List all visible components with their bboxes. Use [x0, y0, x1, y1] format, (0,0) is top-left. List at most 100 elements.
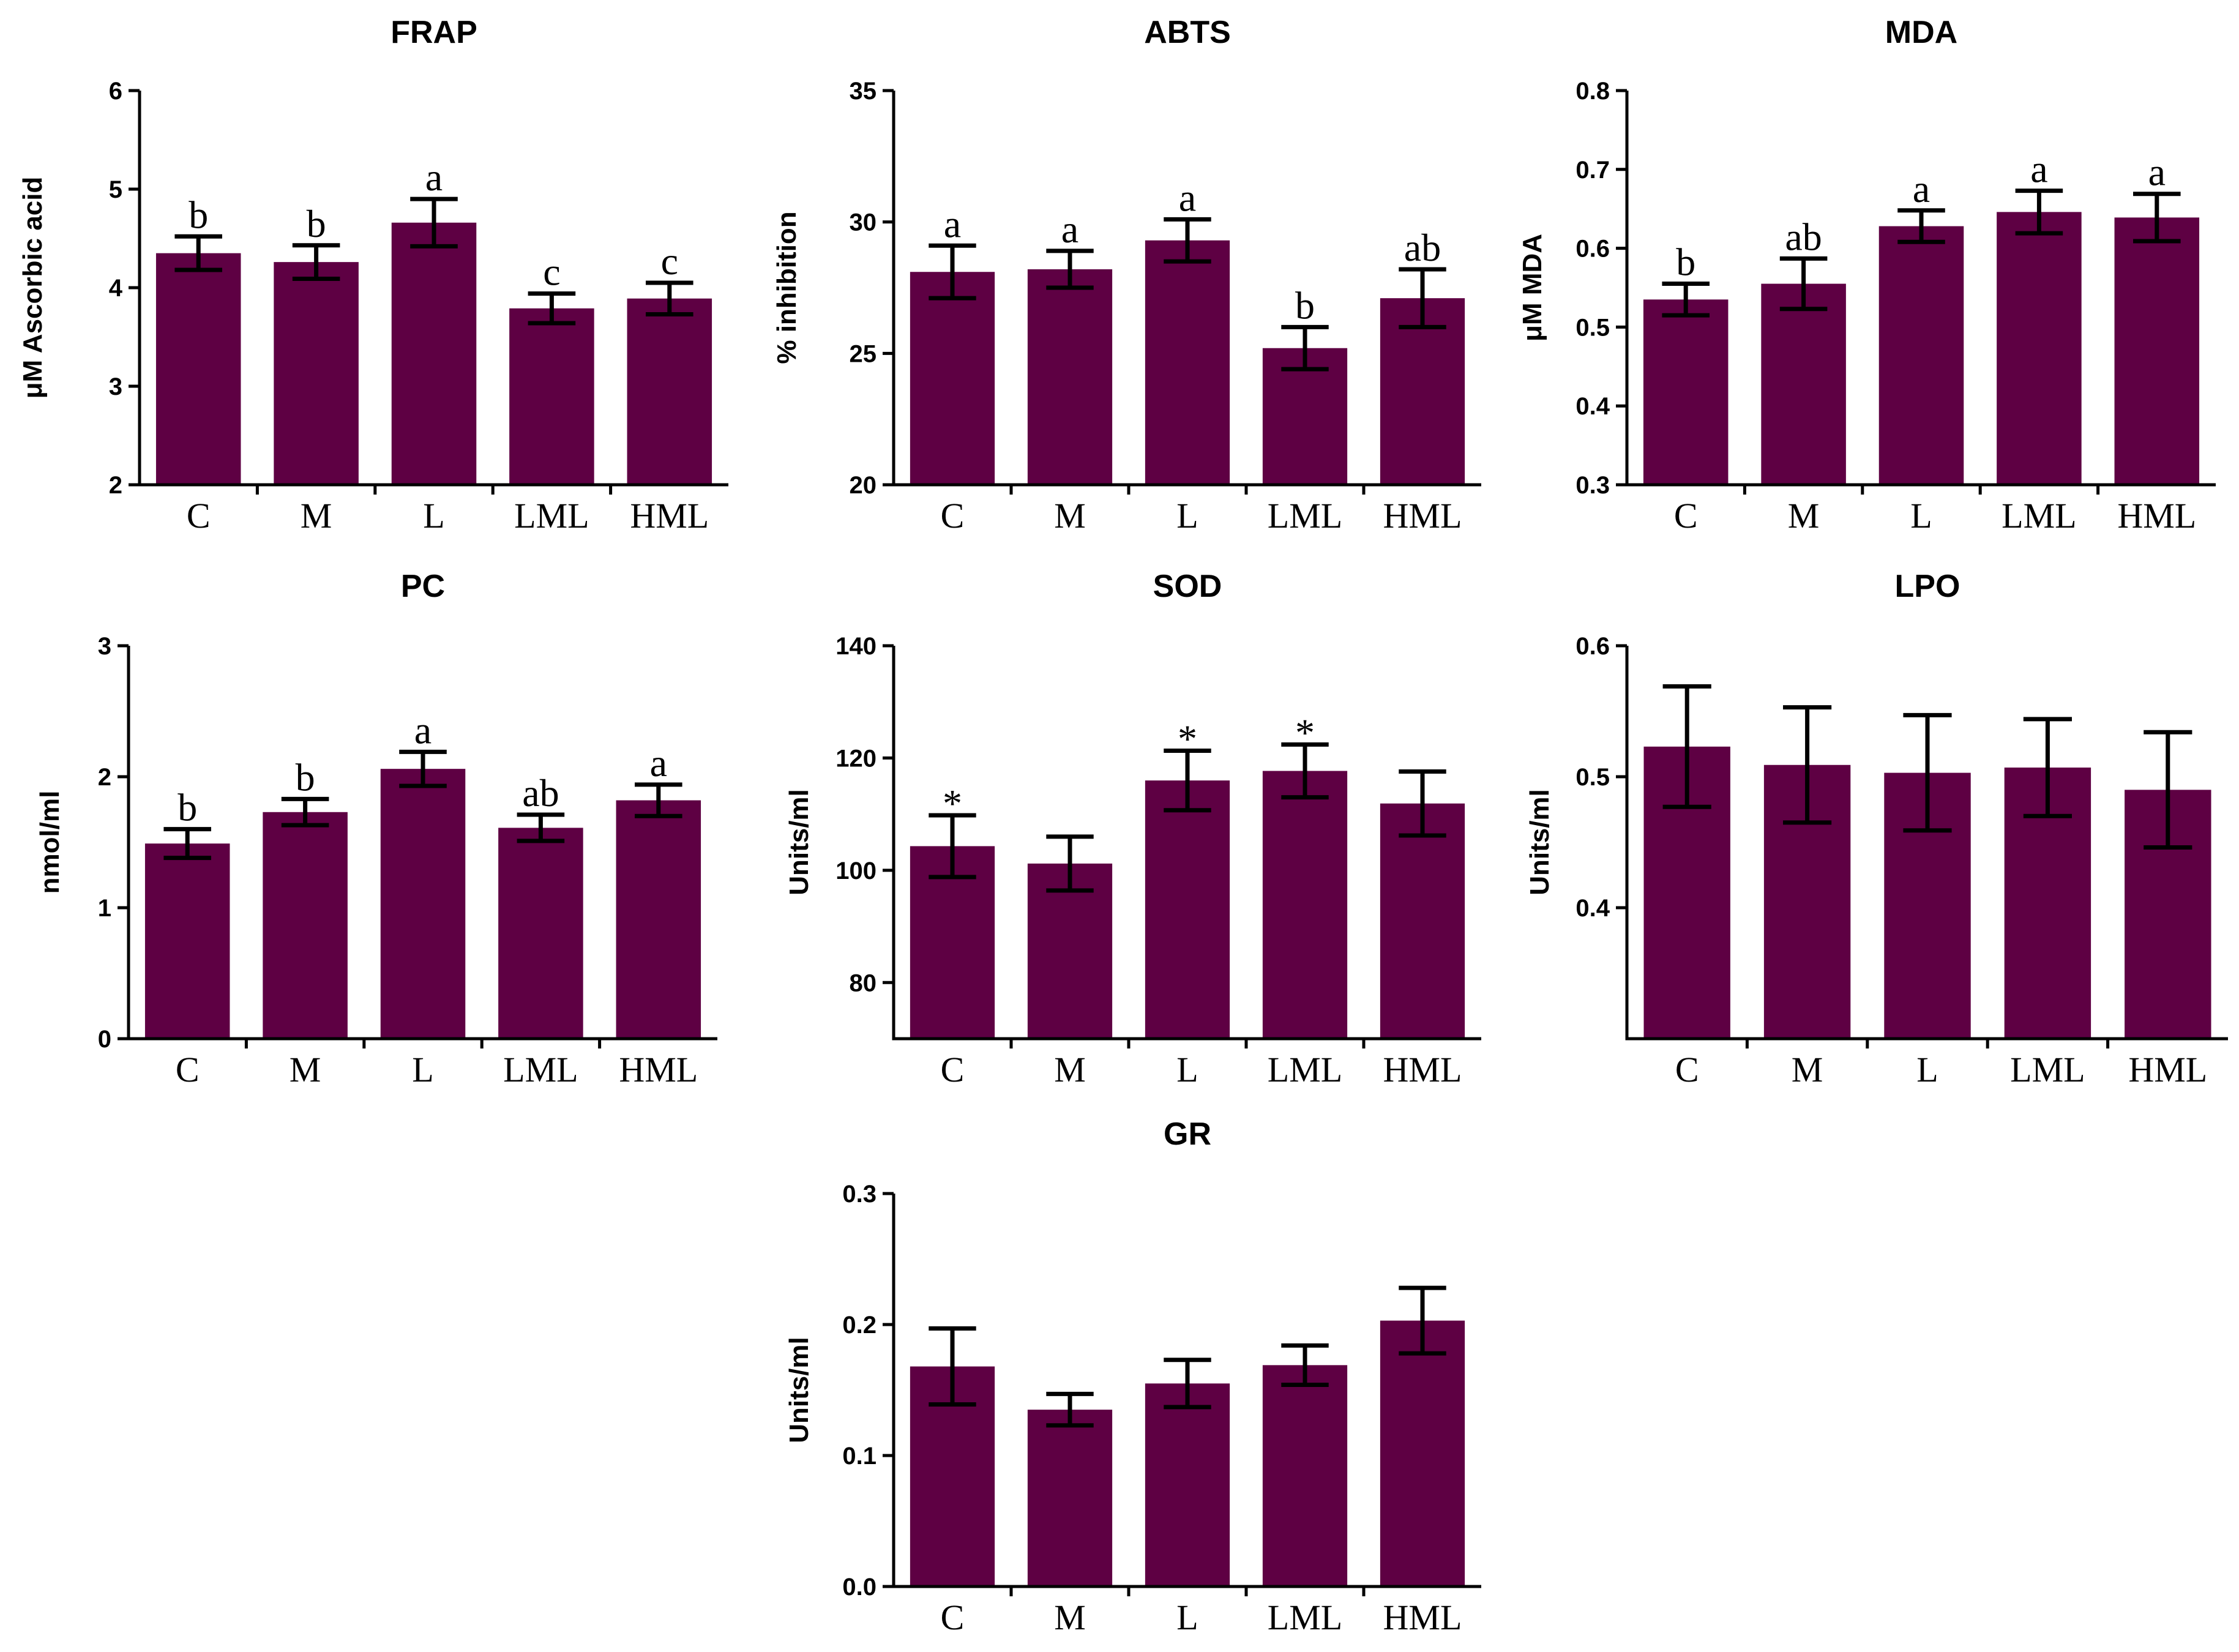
bar-hml	[1380, 803, 1465, 1039]
error-bar-l	[1164, 217, 1211, 264]
significance-label: ab	[522, 771, 559, 815]
chart-title: PC	[401, 569, 445, 604]
bar-l	[1145, 240, 1230, 485]
x-tick-label: HML	[630, 496, 709, 536]
y-tick-label: 0.4	[1576, 895, 1610, 922]
significance-label: a	[2030, 148, 2047, 191]
x-tick-label: M	[1792, 1050, 1823, 1089]
significance-label: a	[1179, 176, 1196, 219]
error-bar-m	[1046, 249, 1094, 290]
y-axis-label: Units/ml	[1525, 789, 1555, 895]
x-tick-label: L	[423, 496, 444, 536]
significance-label: b	[1676, 241, 1695, 284]
bar-hml	[1380, 1320, 1465, 1587]
bar-l	[380, 769, 466, 1039]
y-tick-label: 140	[835, 633, 877, 660]
y-axis-label: Units/ml	[784, 789, 814, 895]
y-axis-label: Units/ml	[784, 1337, 814, 1443]
error-bar-hml	[1399, 769, 1446, 838]
bar-m	[1027, 269, 1113, 485]
y-tick-label: 30	[850, 209, 877, 236]
x-tick-label: C	[941, 1050, 965, 1089]
significance-label: ab	[1404, 226, 1441, 269]
x-tick-label: HML	[619, 1050, 698, 1089]
x-tick-label: HML	[1383, 1598, 1462, 1637]
x-tick-label: LML	[514, 496, 589, 536]
bar-lml	[1262, 1365, 1348, 1587]
x-tick-label: LML	[1268, 1598, 1342, 1637]
bar-l	[1145, 1383, 1230, 1587]
error-bar-c	[174, 234, 222, 272]
y-tick-label: 35	[850, 78, 877, 105]
x-tick-label: M	[301, 496, 332, 536]
bar-l	[1878, 226, 1964, 485]
y-tick-label: 6	[109, 78, 122, 105]
y-tick-label: 0.6	[1576, 236, 1610, 263]
bar-lml	[498, 828, 583, 1039]
error-bar-hml	[646, 280, 693, 316]
significance-label: ab	[1785, 215, 1822, 258]
error-bar-m	[1046, 834, 1094, 893]
x-tick-label: C	[941, 496, 965, 536]
bar-l	[391, 222, 477, 485]
bar-m	[274, 262, 359, 485]
x-tick-label: L	[1916, 1050, 1938, 1089]
y-tick-label: 20	[850, 472, 877, 499]
x-tick-label: M	[290, 1050, 321, 1089]
chart-panel-mda: MDA μM MDA b Cab Ma La LML a HML 0.3 0.4 0.5 0.6 0.7 0…	[1517, 15, 2216, 536]
chart-panel-gr: GR Units/ml C M L LML HML 0.0 0.1 0.2 0.3	[784, 1116, 1481, 1637]
error-bar-m	[1779, 256, 1828, 312]
significance-label: c	[661, 239, 678, 283]
y-tick-label: 1	[98, 895, 111, 922]
y-tick-label: 2	[98, 764, 111, 791]
y-tick-label: 0.5	[1576, 764, 1610, 791]
y-tick-label: 4	[109, 275, 123, 302]
y-tick-label: 25	[850, 340, 877, 367]
y-tick-label: 0	[98, 1026, 111, 1053]
x-tick-label: L	[412, 1050, 433, 1089]
significance-label: b	[1295, 283, 1315, 327]
significance-label: a	[1061, 207, 1078, 251]
y-tick-label: 0.7	[1576, 157, 1610, 184]
y-tick-label: 0.3	[842, 1181, 877, 1208]
y-tick-label: 0.1	[842, 1443, 877, 1470]
bar-lml	[509, 308, 594, 485]
error-bar-c	[929, 243, 976, 301]
x-tick-label: M	[1788, 496, 1820, 536]
significance-label: b	[296, 755, 315, 799]
x-tick-label: LML	[2010, 1050, 2085, 1089]
error-bar-m	[1783, 705, 1832, 825]
x-tick-label: L	[1176, 496, 1198, 536]
x-tick-label: C	[1674, 496, 1698, 536]
x-tick-label: HML	[2128, 1050, 2207, 1089]
error-bar-hml	[1399, 267, 1446, 329]
x-tick-label: L	[1910, 496, 1932, 536]
chart-panel-sod: SOD Units/ml * C M * L * LML HML 80 100 120 140	[784, 569, 1481, 1089]
y-tick-label: 0.3	[1576, 472, 1610, 499]
chart-panel-pc: PC nmol/ml b Cb Ma Lab LML a HML 0 1 2 3	[35, 569, 717, 1089]
bar-c	[1643, 299, 1729, 485]
y-tick-label: 3	[98, 633, 111, 660]
significance-label: a	[1913, 167, 1930, 211]
bar-hml	[2114, 217, 2200, 485]
bar-hml	[616, 800, 701, 1039]
error-bar-l	[1164, 1358, 1211, 1410]
chart-panel-lpo: LPO Units/ml C M L LML HML 0.4 0.5 0.6	[1525, 569, 2228, 1089]
y-tick-label: 80	[850, 970, 877, 996]
error-bar-lml	[2023, 717, 2072, 818]
y-tick-label: 0.5	[1576, 314, 1610, 341]
error-bar-hml	[1399, 1285, 1446, 1356]
x-tick-label: M	[1054, 1050, 1086, 1089]
significance-label: *	[1295, 711, 1315, 754]
error-bar-hml	[2133, 192, 2181, 244]
error-bar-l	[1903, 712, 1952, 833]
error-bar-m	[281, 796, 329, 828]
x-tick-label: C	[941, 1598, 965, 1637]
error-bar-c	[929, 813, 976, 880]
bar-lml	[1997, 212, 2082, 485]
chart-title: SOD	[1153, 569, 1222, 604]
error-bar-lml	[1281, 324, 1329, 372]
x-tick-label: M	[1054, 496, 1086, 536]
error-bar-m	[1046, 1391, 1094, 1428]
